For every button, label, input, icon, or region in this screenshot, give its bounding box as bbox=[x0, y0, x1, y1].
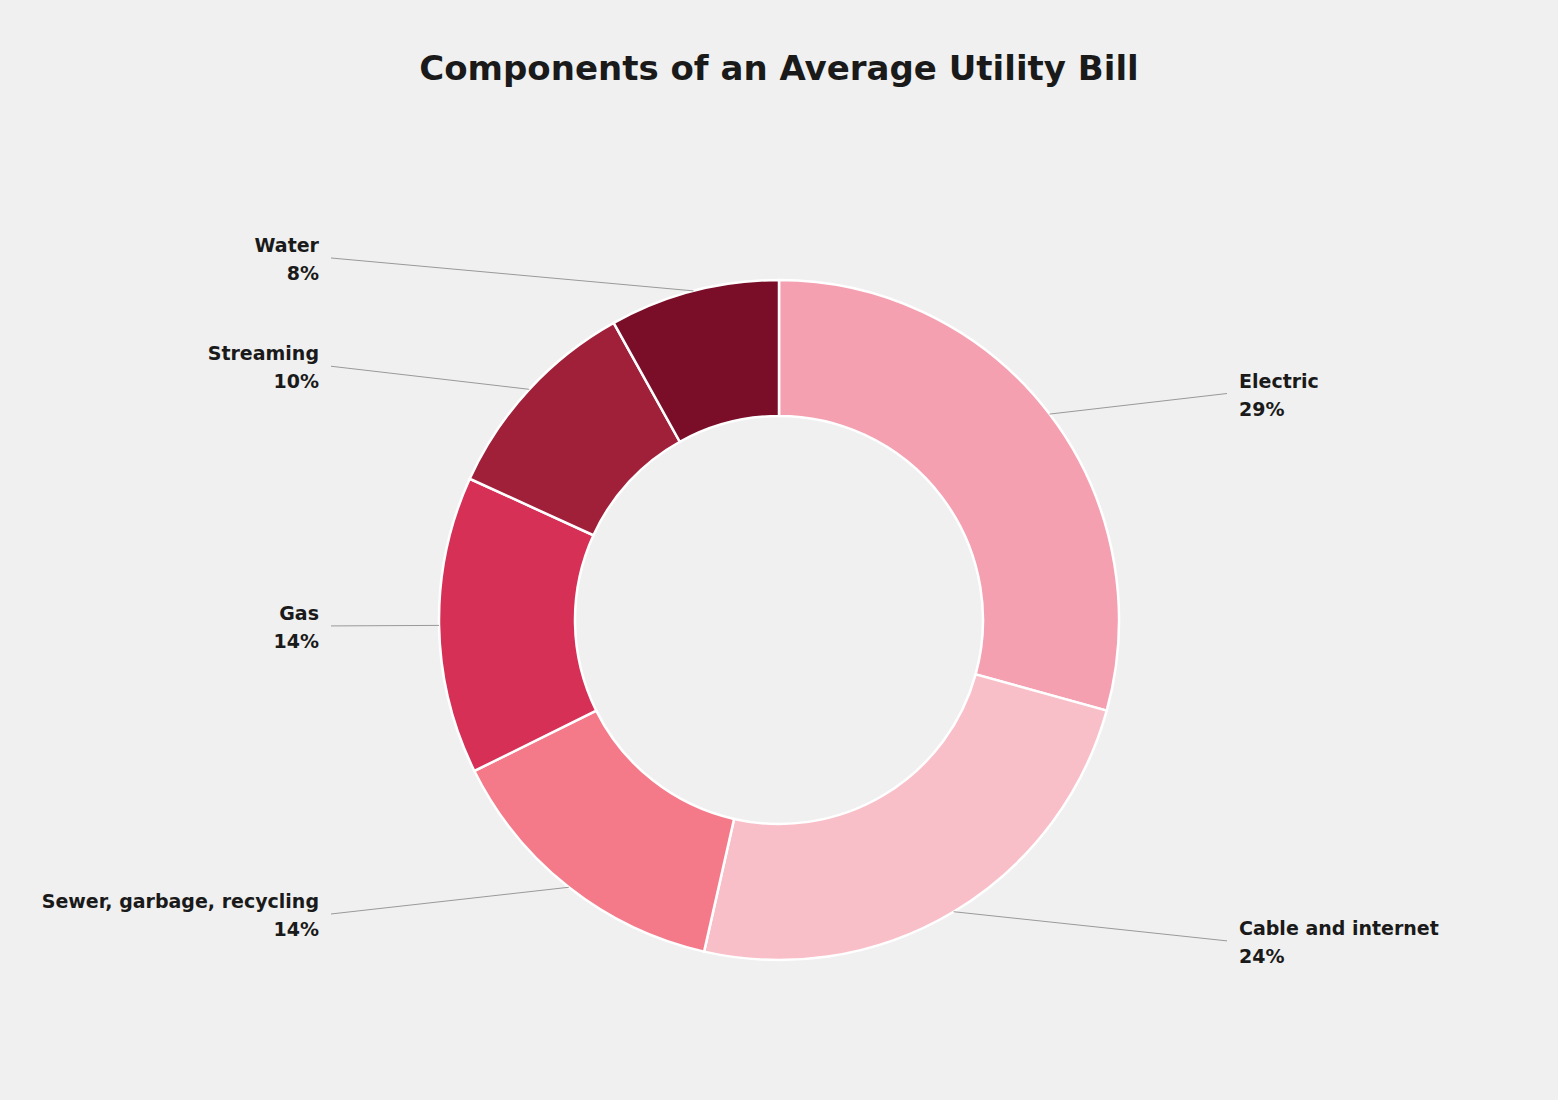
data-label: 10% bbox=[274, 370, 319, 392]
chart-container: Components of an Average Utility Bill Ele… bbox=[0, 0, 1558, 1100]
chart: Components of an Average Utility Bill Ele… bbox=[0, 0, 1558, 1100]
slice-label: Electric bbox=[1239, 370, 1319, 392]
slice bbox=[614, 280, 779, 442]
data-label: 8% bbox=[287, 262, 319, 284]
slice bbox=[779, 280, 1119, 711]
leader-line bbox=[331, 258, 694, 291]
leader-lines bbox=[331, 258, 1227, 941]
background bbox=[0, 0, 1558, 1100]
slice bbox=[704, 674, 1107, 960]
leader-line bbox=[1050, 394, 1227, 415]
slice-label: Sewer, garbage, recycling bbox=[42, 890, 319, 912]
leader-line bbox=[331, 366, 529, 389]
leader-line bbox=[331, 625, 439, 627]
slice-label: Water bbox=[255, 234, 320, 256]
data-label: 29% bbox=[1239, 398, 1284, 420]
slice-label: Streaming bbox=[208, 342, 319, 364]
labels: Electric 29% Cable and internet 24% Sewer, g… bbox=[42, 234, 1439, 967]
slice-label: Gas bbox=[279, 602, 319, 624]
leader-line bbox=[954, 912, 1227, 941]
slice-label: Cable and internet bbox=[1239, 917, 1439, 939]
data-label: 14% bbox=[274, 630, 319, 652]
data-label: 14% bbox=[274, 918, 319, 940]
data-label: 24% bbox=[1239, 945, 1284, 967]
title: Components of an Average Utility Bill bbox=[419, 48, 1138, 88]
leader-line bbox=[331, 887, 569, 914]
slices bbox=[439, 280, 1119, 960]
